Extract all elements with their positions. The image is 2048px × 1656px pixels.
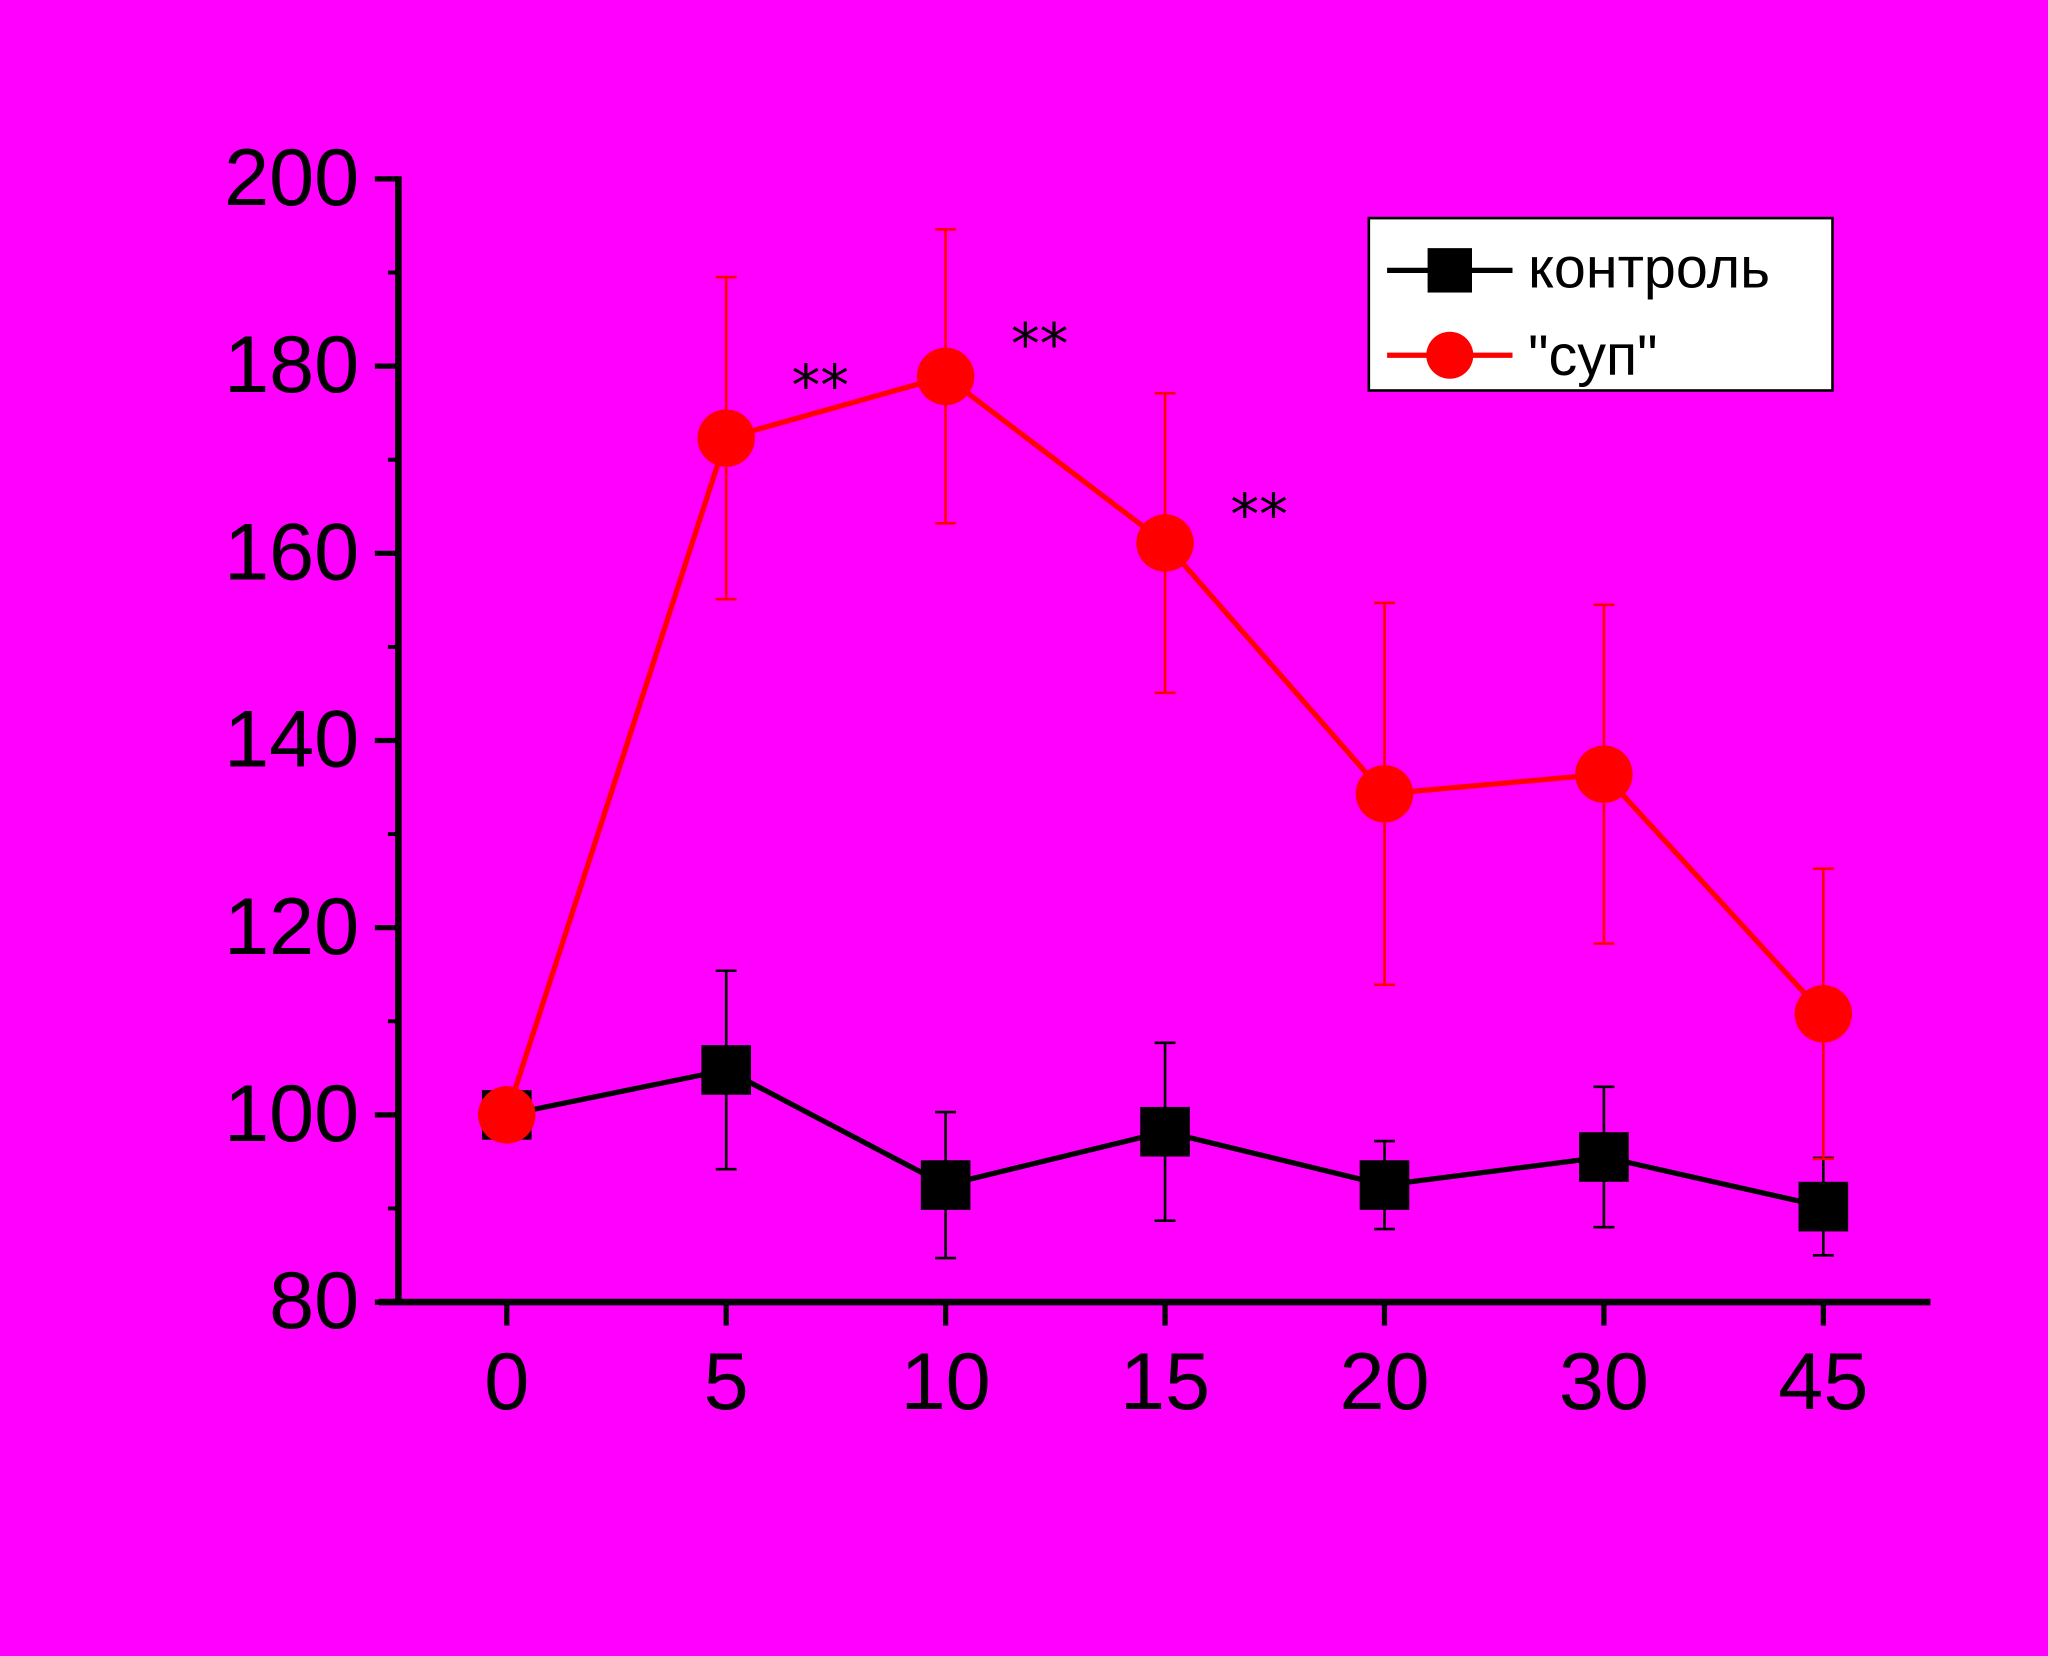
data-point — [916, 347, 975, 406]
data-point — [478, 1086, 536, 1144]
y-tick-label: 180 — [224, 320, 359, 410]
legend-item-control: контроль — [1387, 236, 1770, 300]
legend-label-soup: "суп" — [1528, 324, 1657, 388]
y-tick-label: 160 — [224, 507, 359, 597]
series-layer — [478, 228, 1853, 1260]
data-point — [1136, 514, 1194, 572]
data-point — [920, 1160, 971, 1210]
annotations: ** ** ** — [792, 311, 1288, 548]
legend-item-soup: "суп" — [1387, 324, 1658, 388]
data-point — [1575, 745, 1633, 803]
significance-annotation: ** — [792, 352, 849, 419]
data-point — [697, 409, 755, 467]
axes: 80 100 120 140 160 180 200 0 5 10 15 20 30 45 — [224, 133, 1931, 1427]
legend-label-control: контроль — [1528, 236, 1770, 300]
x-tick-label: 10 — [901, 1337, 991, 1427]
x-tick-label: 0 — [484, 1337, 529, 1427]
data-point — [1355, 765, 1414, 823]
data-point — [1798, 1181, 1849, 1232]
y-tick-label: 140 — [224, 695, 359, 785]
y-tick-label: 200 — [224, 133, 359, 223]
data-point — [1579, 1132, 1629, 1182]
x-tick-label: 15 — [1120, 1337, 1210, 1427]
legend-marker-circle-icon — [1426, 331, 1474, 379]
y-tick-label: 80 — [269, 1256, 359, 1346]
data-point — [701, 1045, 752, 1095]
y-tick-label: 120 — [224, 882, 359, 972]
legend-marker-square-icon — [1427, 248, 1472, 293]
significance-annotation: ** — [1230, 482, 1287, 549]
legend: контроль "суп" — [1367, 216, 1834, 392]
x-tick-label: 30 — [1559, 1337, 1649, 1427]
y-tick-label: 100 — [224, 1069, 359, 1159]
data-point — [1359, 1160, 1410, 1210]
data-point — [1140, 1106, 1190, 1157]
x-tick-label: 20 — [1339, 1337, 1429, 1427]
data-point — [1794, 985, 1853, 1043]
series-1 — [478, 228, 1853, 1161]
x-tick-label: 45 — [1778, 1337, 1868, 1427]
significance-annotation: ** — [1011, 311, 1068, 378]
x-tick-label: 5 — [704, 1337, 749, 1427]
